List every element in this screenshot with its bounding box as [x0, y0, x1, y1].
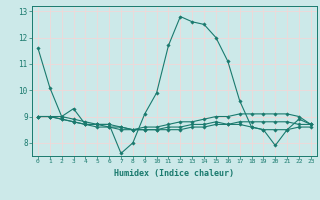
- X-axis label: Humidex (Indice chaleur): Humidex (Indice chaleur): [115, 169, 234, 178]
